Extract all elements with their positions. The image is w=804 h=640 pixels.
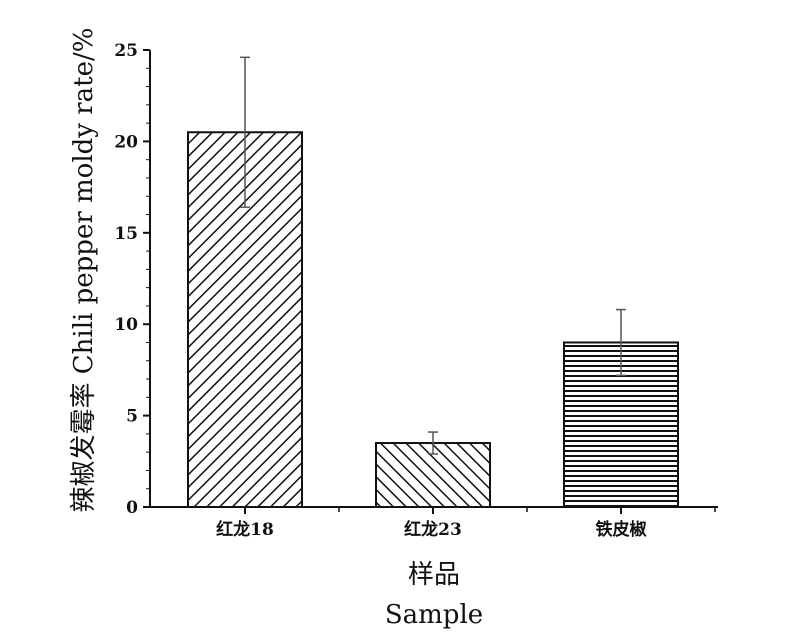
- y-ticks-group: 0 5 10 15 20 25: [114, 41, 150, 518]
- x-tick-label-1: 红龙18: [216, 519, 274, 540]
- error-bars-group: [240, 56, 626, 455]
- y-tick-label-0: 0: [126, 498, 138, 518]
- x-tick-label-2: 红龙23: [404, 519, 462, 540]
- y-tick-label-5: 25: [114, 41, 138, 61]
- y-tick-label-1: 5: [126, 407, 138, 427]
- y-axis-label: 辣椒发霉率 Chili pepper moldy rate/%: [69, 28, 99, 513]
- x-axis-label-en: Sample: [385, 600, 483, 630]
- x-ticks-group: 红龙18 红龙23 铁皮椒: [216, 507, 716, 540]
- y-tick-label-3: 15: [114, 224, 138, 244]
- x-tick-label-3: 铁皮椒: [596, 519, 647, 540]
- y-tick-label-4: 20: [114, 132, 138, 152]
- x-axis-label-cn: 样品: [408, 560, 460, 590]
- y-tick-label-2: 10: [114, 315, 138, 335]
